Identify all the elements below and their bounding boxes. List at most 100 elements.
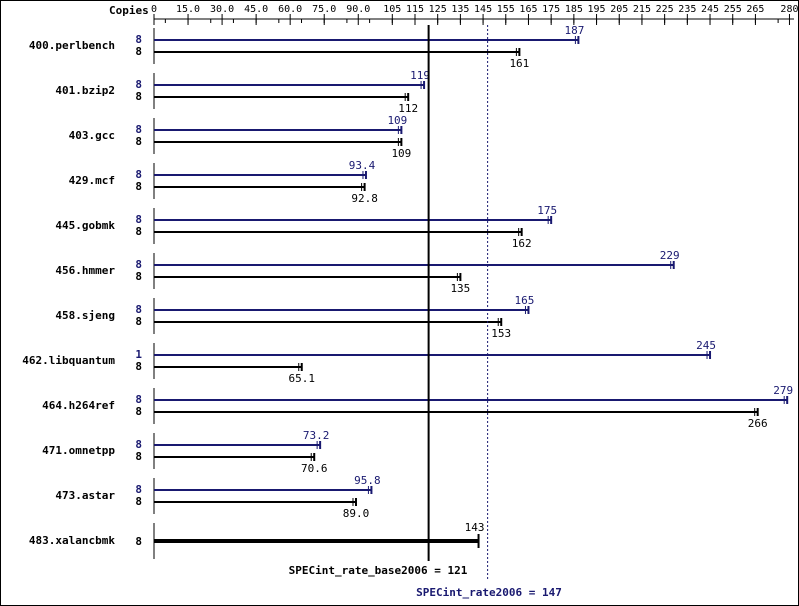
benchmark-label: 429.mcf (69, 174, 115, 187)
base-value-label: 266 (748, 417, 768, 430)
benchmark-label: 483.xalancbmk (29, 534, 115, 547)
benchmark-label: 445.gobmk (55, 219, 115, 232)
x-tick-label: 75.0 (312, 4, 336, 15)
base-copies: 8 (135, 450, 142, 463)
base-copies: 8 (135, 90, 142, 103)
base-value-label: 65.1 (288, 372, 315, 385)
base-value-label: 143 (465, 521, 485, 534)
x-tick-label: 175 (542, 4, 560, 15)
base-value-label: 161 (509, 57, 529, 70)
peak-value-label: 109 (387, 114, 407, 127)
peak-value-label: 73.2 (303, 429, 330, 442)
peak-copies: 8 (135, 393, 142, 406)
benchmark-label: 403.gcc (69, 129, 115, 142)
x-tick-label: 195 (588, 4, 606, 15)
benchmark-label: 400.perlbench (29, 39, 115, 52)
x-tick-label: 135 (451, 4, 469, 15)
x-tick-label: 255 (724, 4, 742, 15)
x-tick-label: 15.0 (176, 4, 200, 15)
base-value-label: 89.0 (343, 507, 370, 520)
benchmark-row: 464.h264ref 8 279 8 266 (42, 384, 793, 430)
x-tick-label: 155 (497, 4, 515, 15)
peak-value-label: 279 (773, 384, 793, 397)
x-tick-label: 60.0 (278, 4, 302, 15)
base-value-label: 112 (398, 102, 418, 115)
benchmark-row: 462.libquantum 1 245 8 65.1 (22, 339, 716, 385)
x-tick-label: 30.0 (210, 4, 234, 15)
base-copies: 8 (135, 535, 142, 548)
base-copies: 8 (135, 360, 142, 373)
copies-header: Copies (109, 4, 149, 17)
x-tick-label: 235 (678, 4, 696, 15)
base-value-label: 135 (450, 282, 470, 295)
benchmark-label: 471.omnetpp (42, 444, 115, 457)
benchmark-row: 458.sjeng 8 165 8 153 (55, 294, 534, 340)
base-copies: 8 (135, 135, 142, 148)
benchmark-row: 445.gobmk 8 175 8 162 (55, 204, 557, 250)
mean-lines: SPECint_rate_base2006 = 121 SPECint_rate2… (289, 25, 562, 599)
peak-copies: 8 (135, 33, 142, 46)
benchmark-row: 403.gcc 8 109 8 109 (69, 114, 412, 160)
base-value-label: 70.6 (301, 462, 328, 475)
x-tick-label: 165 (519, 4, 537, 15)
x-tick-label: 215 (633, 4, 651, 15)
x-tick-label: 105 (383, 4, 401, 15)
peak-value-label: 165 (515, 294, 535, 307)
x-tick-label: 280 (780, 4, 798, 15)
base-value-label: 109 (391, 147, 411, 160)
peak-mean-label: SPECint_rate2006 = 147 (416, 586, 562, 599)
peak-value-label: 187 (564, 24, 584, 37)
benchmark-label: 456.hmmer (55, 264, 115, 277)
peak-copies: 8 (135, 213, 142, 226)
peak-value-label: 229 (660, 249, 680, 262)
base-value-label: 162 (512, 237, 532, 250)
x-tick-label: 125 (429, 4, 447, 15)
peak-copies: 8 (135, 258, 142, 271)
base-copies: 8 (135, 45, 142, 58)
base-copies: 8 (135, 495, 142, 508)
x-tick-label: 205 (610, 4, 628, 15)
x-tick-label: 145 (474, 4, 492, 15)
base-mean-label: SPECint_rate_base2006 = 121 (289, 564, 468, 577)
peak-copies: 8 (135, 78, 142, 91)
benchmark-label: 401.bzip2 (55, 84, 115, 97)
benchmark-label: 464.h264ref (42, 399, 115, 412)
peak-value-label: 95.8 (354, 474, 381, 487)
benchmark-row: 429.mcf 8 93.4 8 92.8 (69, 159, 378, 205)
base-copies: 8 (135, 405, 142, 418)
peak-copies: 8 (135, 123, 142, 136)
benchmark-label: 462.libquantum (22, 354, 115, 367)
x-tick-label: 225 (656, 4, 674, 15)
benchmark-row: 401.bzip2 8 119 8 112 (55, 69, 430, 115)
base-copies: 8 (135, 315, 142, 328)
x-axis: 0 15.0 30.0 45.0 60.0 75.0 90.0 105 115 125 135 145… (151, 4, 798, 25)
benchmark-label: 458.sjeng (55, 309, 115, 322)
base-copies: 8 (135, 180, 142, 193)
x-tick-label: 265 (746, 4, 764, 15)
x-tick-label: 45.0 (244, 4, 268, 15)
peak-copies: 8 (135, 483, 142, 496)
benchmark-label: 473.astar (55, 489, 115, 502)
peak-copies: 8 (135, 438, 142, 451)
benchmark-row: 400.perlbench 8 187 8 161 (29, 24, 584, 70)
benchmark-row: 473.astar 8 95.8 8 89.0 (55, 474, 380, 520)
base-copies: 8 (135, 225, 142, 238)
x-tick-label: 185 (565, 4, 583, 15)
peak-value-label: 119 (410, 69, 430, 82)
base-copies: 8 (135, 270, 142, 283)
benchmark-row: 456.hmmer 8 229 8 135 (55, 249, 679, 295)
base-value-label: 153 (491, 327, 511, 340)
peak-value-label: 175 (537, 204, 557, 217)
peak-copies: 8 (135, 303, 142, 316)
x-tick-label: 115 (406, 4, 424, 15)
peak-value-label: 93.4 (349, 159, 376, 172)
x-tick-label: 0 (151, 4, 157, 15)
peak-copies: 1 (135, 348, 142, 361)
benchmark-row: 471.omnetpp 8 73.2 8 70.6 (42, 429, 329, 475)
peak-copies: 8 (135, 168, 142, 181)
x-tick-label: 90.0 (346, 4, 370, 15)
x-tick-label: 245 (701, 4, 719, 15)
